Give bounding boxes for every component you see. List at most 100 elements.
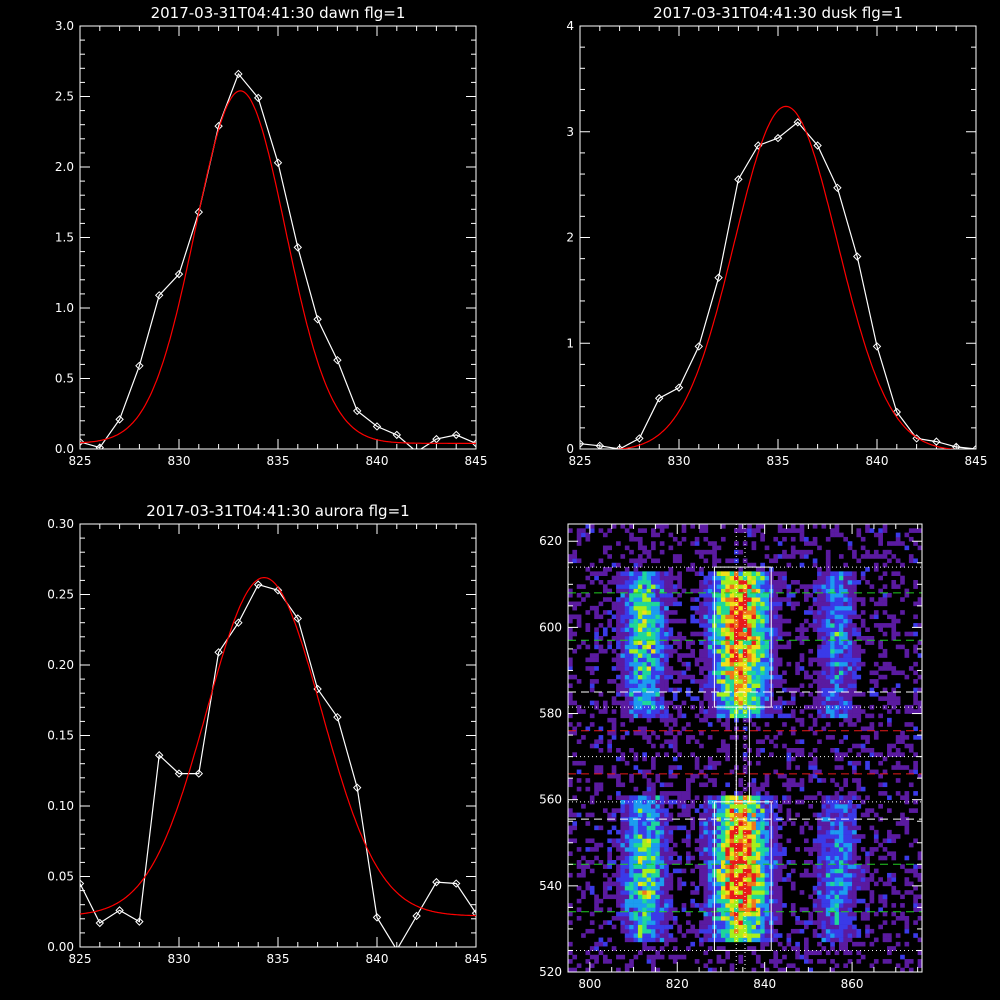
heatmap-cell	[747, 812, 752, 818]
heatmap-cell	[812, 730, 818, 736]
heatmap-cell	[825, 644, 831, 650]
heatmap-cell	[834, 782, 840, 788]
heatmap-cell	[659, 700, 665, 706]
heatmap-cell	[865, 713, 870, 719]
heatmap-cell	[830, 937, 835, 943]
heatmap-cell	[664, 885, 669, 891]
heatmap-cell	[620, 924, 626, 930]
heatmap-cell	[720, 959, 726, 964]
heatmap-cell	[620, 890, 626, 895]
heatmap-cell	[738, 584, 744, 589]
heatmap-cell	[738, 791, 744, 796]
heatmap-cell	[686, 855, 691, 861]
heatmap-cell	[655, 636, 661, 641]
heatmap-cell	[646, 549, 652, 555]
heatmap-cell	[646, 812, 652, 818]
heatmap-cell	[585, 726, 591, 732]
heatmap-cell	[852, 804, 857, 809]
heatmap-cell	[808, 549, 814, 555]
heatmap-cell	[699, 941, 704, 947]
heatmap-cell	[847, 704, 853, 710]
heatmap-cell	[738, 821, 744, 826]
heatmap-cell	[651, 666, 656, 671]
heatmap-cell	[856, 657, 862, 663]
heatmap-cell	[747, 601, 752, 607]
heatmap-cell	[659, 877, 665, 882]
heatmap-cell	[729, 618, 735, 624]
heatmap-cell	[707, 855, 713, 861]
heatmap-cell	[659, 851, 665, 856]
heatmap-cell	[668, 804, 674, 809]
heatmap-cell	[847, 795, 853, 800]
heatmap-cell	[804, 618, 809, 624]
heatmap-cell	[900, 541, 905, 546]
heatmap-cell	[629, 610, 634, 615]
heatmap-cell	[659, 920, 665, 925]
heatmap-cell	[668, 860, 674, 865]
heatmap-cell	[777, 713, 783, 719]
heatmap-cell	[838, 722, 844, 727]
heatmap-cell	[856, 614, 862, 620]
heatmap-cell	[742, 597, 748, 602]
heatmap-cell	[852, 855, 857, 861]
heatmap-cell	[677, 541, 682, 546]
heatmap-cell	[642, 842, 647, 848]
heatmap-cell	[686, 567, 691, 572]
heatmap-cell	[633, 644, 639, 650]
heatmap-cell	[865, 877, 870, 882]
heatmap-cell	[686, 851, 691, 856]
heatmap-cell	[917, 640, 923, 645]
heatmap-cell	[672, 640, 678, 645]
heatmap-cell	[646, 898, 652, 904]
heatmap-cell	[799, 562, 805, 568]
heatmap-cell	[725, 928, 730, 934]
heatmap-cell	[585, 532, 591, 538]
heatmap-cell	[637, 653, 643, 658]
heatmap-cell	[624, 636, 630, 641]
heatmap-cell	[651, 636, 656, 641]
heatmap-cell	[602, 890, 608, 895]
heatmap-cell	[755, 816, 761, 822]
heatmap-cell	[629, 877, 634, 882]
heatmap-cell	[860, 743, 866, 749]
heatmap-cell	[720, 657, 726, 663]
heatmap-cell	[668, 618, 674, 624]
heatmap-cell	[642, 821, 647, 826]
heatmap-cell	[734, 696, 739, 701]
heatmap-cell	[838, 618, 844, 624]
heatmap-cell	[734, 584, 739, 589]
heatmap-cell	[703, 963, 709, 968]
heatmap-cell	[834, 588, 840, 594]
heatmap-cell	[642, 872, 647, 878]
heatmap-cell	[755, 786, 761, 792]
heatmap-cell	[672, 679, 678, 684]
heatmap-cell	[895, 963, 901, 968]
x-tick-label: 840	[753, 977, 776, 991]
heatmap-cell	[913, 752, 918, 757]
heatmap-cell	[659, 592, 665, 598]
heatmap-cell	[755, 821, 761, 826]
heatmap-cell	[725, 687, 730, 693]
heatmap-cell	[895, 558, 901, 564]
heatmap-cell	[572, 674, 578, 680]
heatmap-cell	[751, 627, 757, 632]
heatmap-cell	[712, 713, 717, 719]
heatmap-cell	[913, 541, 918, 546]
heatmap-cell	[755, 610, 761, 615]
heatmap-cell	[651, 683, 656, 688]
heatmap-cell	[725, 683, 730, 688]
heatmap-cell	[699, 571, 704, 576]
heatmap-cell	[817, 575, 822, 581]
heatmap-cell	[891, 885, 897, 891]
heatmap-cell	[629, 829, 634, 835]
heatmap-cell	[633, 605, 639, 611]
heatmap-cell	[913, 765, 918, 770]
heatmap-cell	[677, 704, 682, 710]
heatmap-cell	[830, 631, 835, 637]
y-tick-label: 520	[539, 965, 562, 979]
heatmap-cell	[646, 937, 652, 943]
heatmap-cell	[655, 907, 661, 912]
heatmap-cell	[852, 549, 857, 555]
heatmap-cell	[624, 528, 630, 533]
heatmap-cell	[594, 640, 599, 645]
